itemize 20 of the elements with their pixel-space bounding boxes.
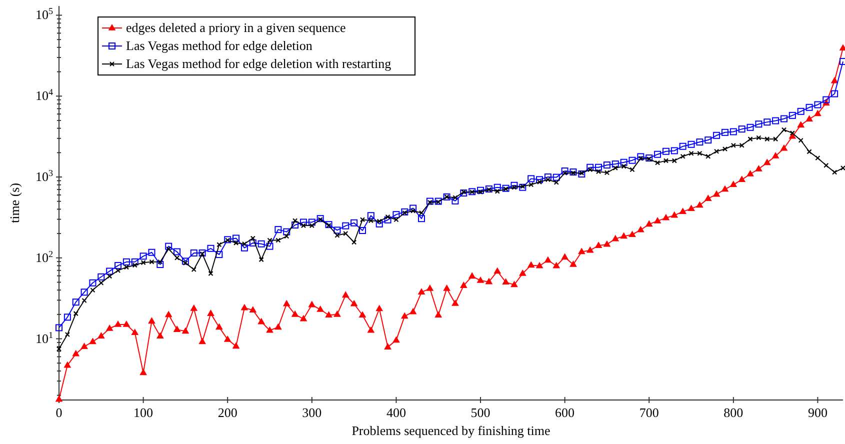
y-tick-label: 10$^{2}$ xyxy=(35,248,54,265)
legend-label: Las Vegas method for edge deletion with restarting xyxy=(126,56,392,71)
x-tick-label: 400 xyxy=(386,405,406,420)
x-axis-title: Problems sequenced by finishing time xyxy=(352,423,551,438)
y-tick-label: 10$^{3}$ xyxy=(35,168,54,184)
y-tick-label: 10$^{1}$ xyxy=(35,330,53,346)
y-tick-label: 10$^{5}$ xyxy=(35,6,54,22)
x-tick-label: 900 xyxy=(808,405,828,420)
y-tick-label: 10$^{4}$ xyxy=(35,87,54,104)
y-axis-title: time (s) xyxy=(7,182,22,224)
x-tick-label: 800 xyxy=(724,405,744,420)
legend-label: edges deleted a priory in a given sequence xyxy=(126,20,346,35)
x-tick-label: 300 xyxy=(302,405,322,420)
x-tick-label: 200 xyxy=(218,405,238,420)
legend-label: Las Vegas method for edge deletion xyxy=(126,38,313,53)
x-tick-label: 0 xyxy=(56,405,62,420)
x-tick-label: 100 xyxy=(134,405,154,420)
x-tick-label: 600 xyxy=(555,405,575,420)
x-tick-label: 700 xyxy=(639,405,659,420)
x-tick-label: 500 xyxy=(470,405,490,420)
